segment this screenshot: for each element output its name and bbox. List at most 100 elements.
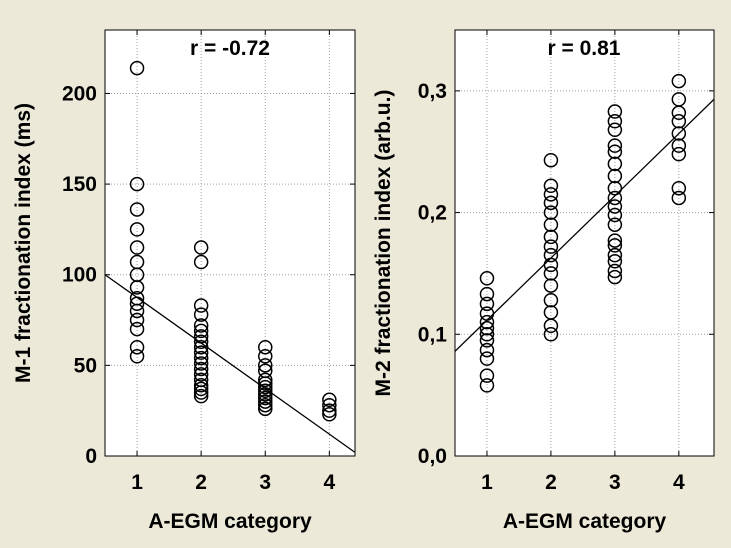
data-point — [671, 92, 687, 107]
data-point — [543, 152, 559, 168]
data-point — [322, 397, 337, 413]
data-point — [479, 296, 495, 312]
data-point — [543, 247, 559, 263]
data-point — [193, 334, 209, 350]
y-tick-label: 0,2 — [418, 202, 447, 225]
data-point — [607, 114, 623, 129]
data-point — [258, 372, 273, 388]
x-tick-label: 4 — [673, 471, 685, 494]
data-point — [479, 327, 495, 342]
data-point — [193, 378, 209, 393]
y-tick-label: 100 — [62, 264, 97, 287]
data-point — [258, 363, 273, 379]
data-point — [193, 372, 209, 388]
data-point — [129, 296, 145, 311]
data-point — [543, 229, 559, 245]
x-tick-label: 4 — [324, 471, 336, 494]
data-point — [129, 291, 145, 306]
data-point — [129, 176, 145, 192]
data-point — [193, 361, 209, 377]
data-point — [129, 321, 145, 337]
data-point — [258, 394, 273, 409]
data-point — [543, 305, 559, 320]
x-tick-label: 2 — [545, 471, 557, 494]
y-tick-label: 150 — [62, 173, 97, 196]
data-point — [258, 401, 273, 417]
x-tick-label: 1 — [131, 471, 143, 494]
y-tick-label: 0,1 — [418, 323, 448, 346]
data-point — [671, 180, 687, 196]
correlation-label: r = 0.81 — [548, 37, 621, 60]
y-tick-label: 50 — [74, 354, 97, 377]
left-chart-panel: 1 2 3 4 0 50 100 150 200 r = -0.72 A-EGM category M… — [12, 29, 356, 533]
data-point — [607, 269, 623, 285]
y-tick-label: 200 — [62, 82, 97, 105]
data-point — [607, 217, 623, 232]
data-point — [607, 156, 623, 172]
y-tick-label: 0,0 — [418, 445, 447, 468]
regression-line — [455, 98, 714, 352]
data-point — [129, 254, 145, 270]
data-point — [193, 345, 209, 360]
data-point — [607, 207, 623, 223]
data-point — [543, 187, 559, 202]
data-point — [671, 73, 687, 89]
data-point — [479, 306, 495, 321]
data-point — [129, 312, 145, 328]
data-point — [671, 146, 687, 162]
data-point — [543, 195, 559, 211]
x-tick-label: 3 — [609, 471, 621, 494]
data-point — [607, 199, 623, 214]
data-point — [479, 333, 495, 348]
data-point — [479, 314, 495, 330]
y-tick-label: 0 — [85, 445, 97, 468]
data-point — [322, 392, 337, 408]
data-point — [129, 222, 145, 237]
data-point — [193, 298, 209, 313]
data-point — [129, 60, 145, 76]
data-point — [258, 383, 273, 398]
data-point — [607, 144, 623, 159]
data-point — [607, 238, 623, 253]
data-point — [543, 217, 559, 232]
data-point — [322, 403, 337, 418]
data-point — [671, 138, 687, 153]
data-point — [607, 180, 623, 196]
data-point — [129, 349, 145, 364]
data-point — [607, 138, 623, 153]
data-point — [543, 327, 559, 342]
data-point — [193, 329, 209, 344]
data-point — [193, 318, 209, 333]
data-point — [543, 239, 559, 254]
data-point — [607, 122, 623, 138]
plot-area — [454, 29, 715, 457]
data-point — [193, 356, 209, 371]
data-point — [607, 104, 623, 119]
data-point — [607, 168, 623, 184]
data-point — [607, 263, 623, 279]
data-point — [543, 278, 559, 293]
x-tick-label: 1 — [481, 471, 493, 494]
data-point — [193, 381, 209, 397]
data-point — [193, 240, 209, 255]
data-point — [258, 349, 273, 364]
data-point — [322, 407, 337, 422]
data-point — [479, 378, 495, 393]
data-point — [543, 178, 559, 194]
data-point — [543, 257, 559, 273]
data-point — [258, 339, 273, 355]
data-point — [671, 126, 687, 141]
data-point — [129, 339, 145, 355]
data-point — [479, 342, 495, 358]
data-point — [543, 292, 559, 308]
data-point — [607, 190, 623, 206]
x-axis-label: A-EGM category — [503, 510, 667, 533]
data-point — [193, 307, 209, 322]
data-point — [671, 190, 687, 206]
x-axis-label: A-EGM category — [148, 510, 312, 533]
correlation-label: r = -0.72 — [190, 37, 270, 60]
data-point — [543, 205, 559, 220]
data-point — [258, 358, 273, 373]
data-point — [479, 286, 495, 302]
